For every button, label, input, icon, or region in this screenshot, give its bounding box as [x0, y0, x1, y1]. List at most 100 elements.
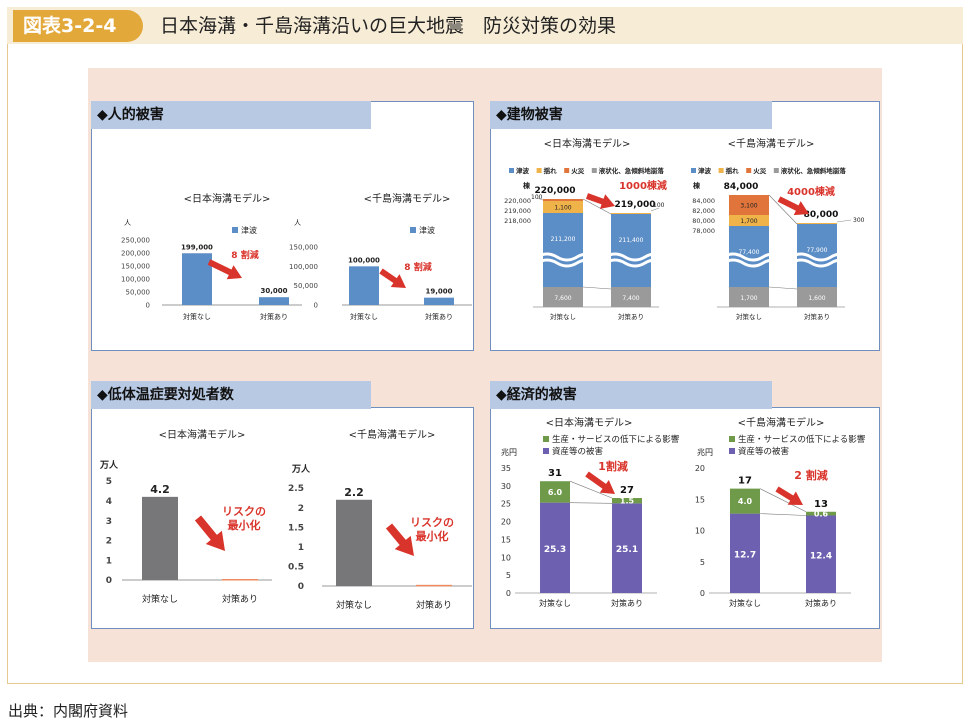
y-axis-unit: 兆円 [501, 447, 517, 457]
legend-swatch [746, 168, 752, 173]
y-tick-label: 25 [501, 500, 511, 509]
y-tick-label: 0.5 [288, 563, 304, 573]
chart-title: <日本海溝モデル> [159, 428, 246, 441]
y-axis-unit: 人 [124, 219, 131, 227]
y-tick-label: 80,000 [692, 217, 715, 225]
x-category-label: 対策なし [729, 598, 761, 608]
x-category-label: 対策あり [618, 312, 644, 321]
chart-title: <日本海溝モデル> [544, 137, 631, 150]
annotation-label: 2 割減 [794, 468, 827, 482]
segment-value-label: 25.3 [544, 545, 566, 555]
y-tick-label: 2.5 [288, 484, 304, 494]
panel-economic: <日本海溝モデル> 生産・サービスの低下による影響 資産等の被害 兆円 0 5 10 15 20… [490, 407, 880, 629]
legend-label: 液状化、急傾斜地崩落 [781, 166, 847, 175]
annotation-label: 8 割減 [231, 249, 258, 261]
segment-value-label: 3,100 [740, 203, 757, 210]
y-tick-label: 150,000 [289, 243, 318, 251]
y-tick-label: 84,000 [692, 197, 715, 205]
bar-segment [611, 213, 651, 214]
bar [349, 266, 379, 305]
legend-label: 液状化、急傾斜地崩落 [599, 166, 665, 175]
segment-value-label: 7,400 [622, 295, 639, 302]
x-category-label: 対策なし [183, 312, 211, 321]
y-tick-label: 10 [695, 527, 705, 536]
panel-title-hypothermia: ◆低体温症要対処者数 [91, 381, 371, 409]
bar-segment [806, 515, 836, 593]
segment-value-label: 12.7 [734, 550, 756, 560]
chart-group: <千島海溝モデル> 万人 0 0.5 1 1.5 2 2.5 2.2 対策なし 対策あり リスクの最小… [288, 428, 472, 611]
segment-value-label: 7,600 [554, 295, 571, 302]
reduction-arrow [777, 196, 809, 216]
reduction-arrow [585, 471, 615, 494]
legend-label: 火災 [753, 167, 767, 175]
segment-value-label: 77,400 [739, 249, 760, 256]
segment-value-label: 25.1 [616, 545, 638, 555]
x-category-label: 対策なし [736, 312, 762, 321]
bar-total-label: 27 [620, 485, 634, 496]
segment-value-label: 211,200 [551, 236, 576, 243]
connector-line [582, 198, 612, 215]
reduction-arrow [379, 268, 406, 288]
y-tick-label: 35 [501, 464, 511, 473]
x-category-label: 対策あり [416, 599, 452, 611]
chart-title: <日本海溝モデル> [184, 192, 271, 205]
legend-label: 資産等の被害 [552, 446, 603, 457]
legend-label: 津波 [419, 225, 435, 235]
bar-value-label: 4.2 [150, 483, 170, 496]
y-axis-unit: 万人 [99, 459, 119, 471]
connector-line [569, 502, 613, 504]
y-tick-label: 4 [106, 497, 112, 507]
bar-segment [543, 213, 583, 287]
x-category-label: 対策あり [260, 312, 288, 321]
bar [182, 253, 212, 305]
connector-line [759, 488, 807, 513]
reduction-arrow [194, 515, 225, 551]
legend-swatch [543, 448, 549, 454]
segment-value-label: 4.0 [738, 497, 753, 506]
y-tick-label: 50,000 [294, 282, 319, 290]
y-tick-label: 200,000 [121, 249, 150, 257]
source-note: 出典：内閣府資料 [8, 702, 129, 720]
legend-label: 生産・サービスの低下による影響 [552, 434, 680, 445]
bar-value-label: 2.2 [344, 486, 364, 499]
legend-swatch [591, 168, 597, 173]
y-tick-label: 0 [106, 576, 112, 586]
chart-title: <千島海溝モデル> [364, 192, 451, 205]
y-tick-label: 5 [700, 558, 705, 567]
legend-swatch [232, 227, 238, 233]
x-category-label: 対策なし [539, 598, 571, 608]
chart-human-damage: <日本海溝モデル> 人 0 50,000 100,000 150,000 200,000 25… [121, 192, 472, 321]
chart-title: <千島海溝モデル> [738, 416, 825, 429]
legend-swatch [536, 168, 542, 173]
x-category-label: 対策あり [611, 598, 643, 608]
bar [222, 579, 258, 581]
y-tick-label: 5 [506, 571, 511, 580]
chart-group: <日本海溝モデル> 人 0 50,000 100,000 150,000 200,000 25… [121, 192, 302, 321]
y-tick-label: 250,000 [121, 236, 150, 244]
x-category-label: 対策なし [550, 312, 576, 321]
bar-segment [729, 215, 769, 226]
x-category-label: 対策あり [805, 598, 837, 608]
legend-label: 資産等の被害 [738, 446, 789, 457]
legend-swatch [410, 227, 416, 233]
reduction-arrow [775, 486, 803, 505]
annotation-label: 最小化 [416, 529, 449, 543]
bar-value-label: 199,000 [181, 243, 213, 251]
y-tick-label: 218,000 [504, 217, 531, 225]
y-tick-label: 0 [298, 582, 304, 592]
segment-value-label: 0.6 [814, 510, 829, 519]
annotation-label: 4000棟減 [787, 185, 835, 198]
x-category-label: 対策あり [425, 312, 453, 321]
bar-total-label: 219,000 [615, 200, 656, 210]
panel-human-damage: <日本海溝モデル> 人 0 50,000 100,000 150,000 200,000 25… [91, 101, 474, 351]
legend-label: 津波 [516, 166, 530, 175]
bar-segment [729, 195, 769, 215]
bar-segment [543, 199, 583, 201]
x-category-label: 対策なし [142, 593, 178, 605]
bar [259, 297, 289, 305]
legend-swatch [773, 168, 779, 173]
y-tick-label: 20 [501, 518, 511, 527]
